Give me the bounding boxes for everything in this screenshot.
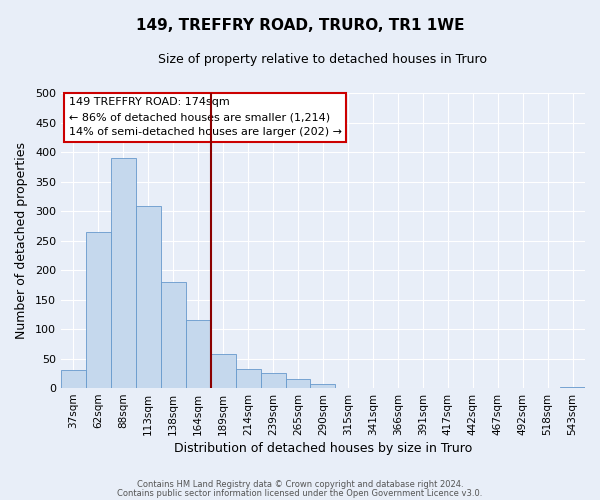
Bar (560, 387, 585, 388)
Bar (61, 370, 86, 388)
Y-axis label: Number of detached properties: Number of detached properties (15, 142, 28, 339)
Bar (161, 282, 186, 388)
Bar (111, 158, 136, 388)
Bar (211, 354, 236, 388)
Bar (260, 374, 286, 388)
Text: 149 TREFFRY ROAD: 174sqm
← 86% of detached houses are smaller (1,214)
14% of sem: 149 TREFFRY ROAD: 174sqm ← 86% of detach… (69, 98, 342, 137)
X-axis label: Distribution of detached houses by size in Truro: Distribution of detached houses by size … (174, 442, 472, 455)
Bar (86, 232, 111, 388)
Title: Size of property relative to detached houses in Truro: Size of property relative to detached ho… (158, 52, 487, 66)
Text: 149, TREFFRY ROAD, TRURO, TR1 1WE: 149, TREFFRY ROAD, TRURO, TR1 1WE (136, 18, 464, 32)
Bar (310, 384, 335, 388)
Bar (136, 206, 161, 388)
Text: Contains public sector information licensed under the Open Government Licence v3: Contains public sector information licen… (118, 488, 482, 498)
Bar (236, 369, 260, 388)
Text: Contains HM Land Registry data © Crown copyright and database right 2024.: Contains HM Land Registry data © Crown c… (137, 480, 463, 489)
Bar (186, 320, 211, 388)
Bar (286, 379, 310, 388)
